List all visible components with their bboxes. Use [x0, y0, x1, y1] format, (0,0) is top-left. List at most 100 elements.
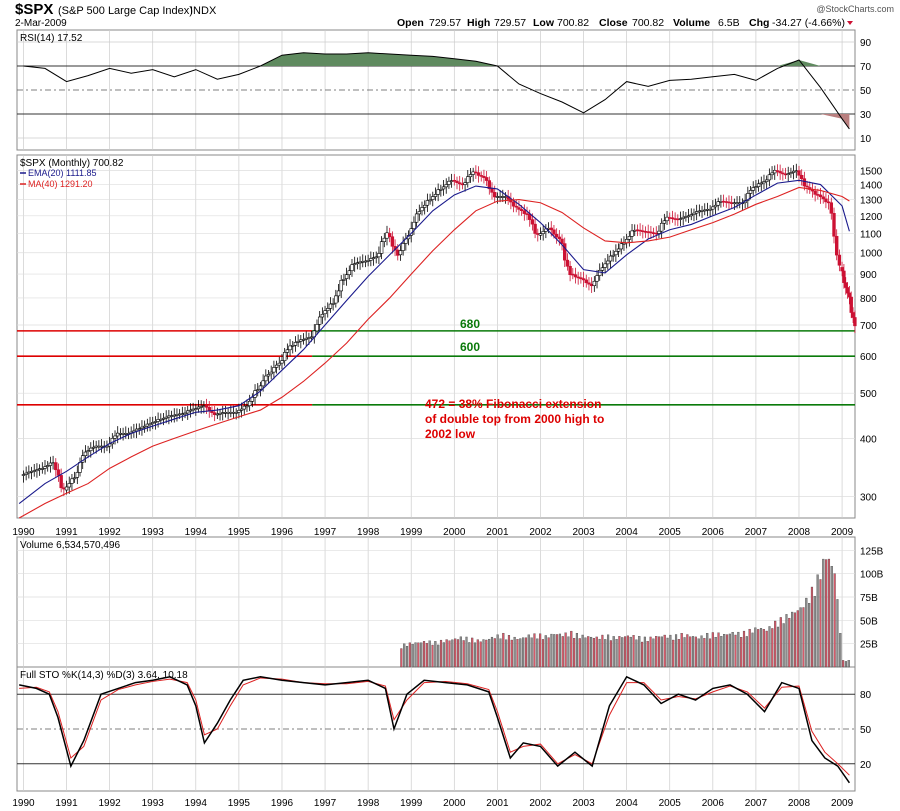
candle-body: [641, 230, 645, 233]
candle-body: [377, 253, 381, 258]
volume-bar: [748, 628, 751, 668]
candle-body: [821, 196, 825, 200]
candle-body: [813, 190, 817, 195]
candle-body: [293, 342, 298, 346]
candle-body: [630, 230, 634, 237]
volume-bar: [762, 629, 765, 668]
candle-body: [45, 465, 50, 467]
volume-bar: [677, 639, 680, 668]
candle-body: [32, 470, 36, 472]
volume-bar: [539, 633, 542, 668]
candle-body: [662, 220, 667, 224]
candle-body: [659, 222, 664, 232]
candle-body: [460, 183, 465, 186]
volume-bar: [513, 636, 516, 668]
chart-date: 2-Mar-2009: [15, 18, 67, 29]
candle-body: [589, 283, 594, 287]
candle-body: [196, 406, 201, 409]
candle-body: [794, 170, 798, 173]
x-tick-label: 1999: [400, 798, 423, 809]
candle-body: [643, 231, 648, 233]
candle-body: [134, 428, 139, 432]
candle-body: [759, 182, 763, 185]
close-value: 700.82: [632, 17, 664, 29]
volume-bar: [793, 612, 797, 668]
x-tick-label: 1997: [314, 798, 337, 809]
volume-bar: [519, 638, 522, 668]
volume-bar: [830, 566, 833, 668]
x-tick-label: 1997: [314, 527, 337, 538]
candle-body: [670, 217, 675, 220]
candle-body: [199, 406, 203, 408]
candle-body: [261, 380, 265, 387]
volume-bar: [629, 636, 632, 668]
volume-bar: [456, 639, 460, 668]
volume-bar: [779, 617, 782, 668]
x-tick-label: 2007: [745, 527, 768, 538]
high-label: High: [467, 17, 490, 29]
x-tick-label: 1991: [55, 527, 78, 538]
annotation-fib-line3: 2002 low: [425, 427, 476, 441]
candle-body: [296, 341, 300, 343]
candle-body: [598, 270, 602, 276]
rsi-title: RSI(14) 17.52: [20, 33, 83, 44]
candle-body: [27, 471, 31, 474]
candle-body: [78, 462, 82, 473]
volume-bar: [765, 630, 768, 668]
candle-body: [309, 336, 314, 339]
ema-line: [18, 179, 850, 504]
volume-bar: [725, 634, 729, 668]
candle-body: [764, 179, 769, 182]
volume-bar: [584, 637, 587, 668]
candle-body: [439, 189, 443, 191]
x-tick-label: 1991: [55, 798, 78, 809]
volume-bar: [759, 628, 763, 668]
x-tick-label: 2001: [486, 798, 509, 809]
volume-bar: [533, 633, 536, 668]
candle-body: [358, 261, 362, 264]
candle-body: [175, 414, 179, 416]
open-value: 729.57: [429, 17, 461, 29]
volume-bar: [609, 640, 612, 668]
volume-bar: [621, 637, 624, 668]
candle-body: [495, 196, 500, 198]
candle-body: [264, 375, 268, 382]
rsi-tick-label: 70: [860, 62, 872, 73]
candle-body: [651, 232, 656, 234]
ohlc-summary: Open 729.57 High 729.57 Low 700.82 Close…: [397, 17, 853, 29]
candle-body: [304, 337, 308, 340]
volume-bar: [757, 629, 760, 668]
price-tick-label: 700: [860, 321, 877, 332]
candle-body: [727, 201, 731, 204]
candle-body: [258, 385, 263, 390]
candle-body: [482, 175, 486, 178]
candle-body: [476, 172, 481, 176]
volume-bar: [723, 634, 726, 668]
candle-body: [622, 242, 626, 245]
candle-body: [538, 233, 543, 236]
volume-bar: [646, 641, 649, 668]
candle-body: [778, 171, 782, 174]
candle-body: [229, 411, 233, 414]
candle-body: [611, 254, 615, 257]
x-tick-label: 2002: [529, 527, 552, 538]
candle-body: [428, 199, 432, 202]
candle-body: [842, 270, 846, 283]
candle-body: [519, 209, 524, 211]
volume-bar: [785, 614, 788, 668]
volume-bar: [536, 638, 539, 668]
x-tick-label: 2000: [443, 527, 466, 538]
candle-body: [638, 229, 642, 232]
volume-bar: [640, 641, 644, 668]
sto-d-line: [19, 677, 850, 776]
volume-bar: [567, 636, 570, 668]
symbol-exchange: INDX: [190, 5, 217, 17]
candle-body: [614, 250, 618, 256]
candle-body: [420, 207, 424, 212]
volume-value: 6.5B: [718, 17, 740, 29]
candle-body: [390, 236, 395, 247]
candle-body: [797, 170, 801, 176]
candle-body: [684, 216, 688, 218]
candle-body: [72, 477, 77, 480]
candle-body: [369, 258, 373, 261]
